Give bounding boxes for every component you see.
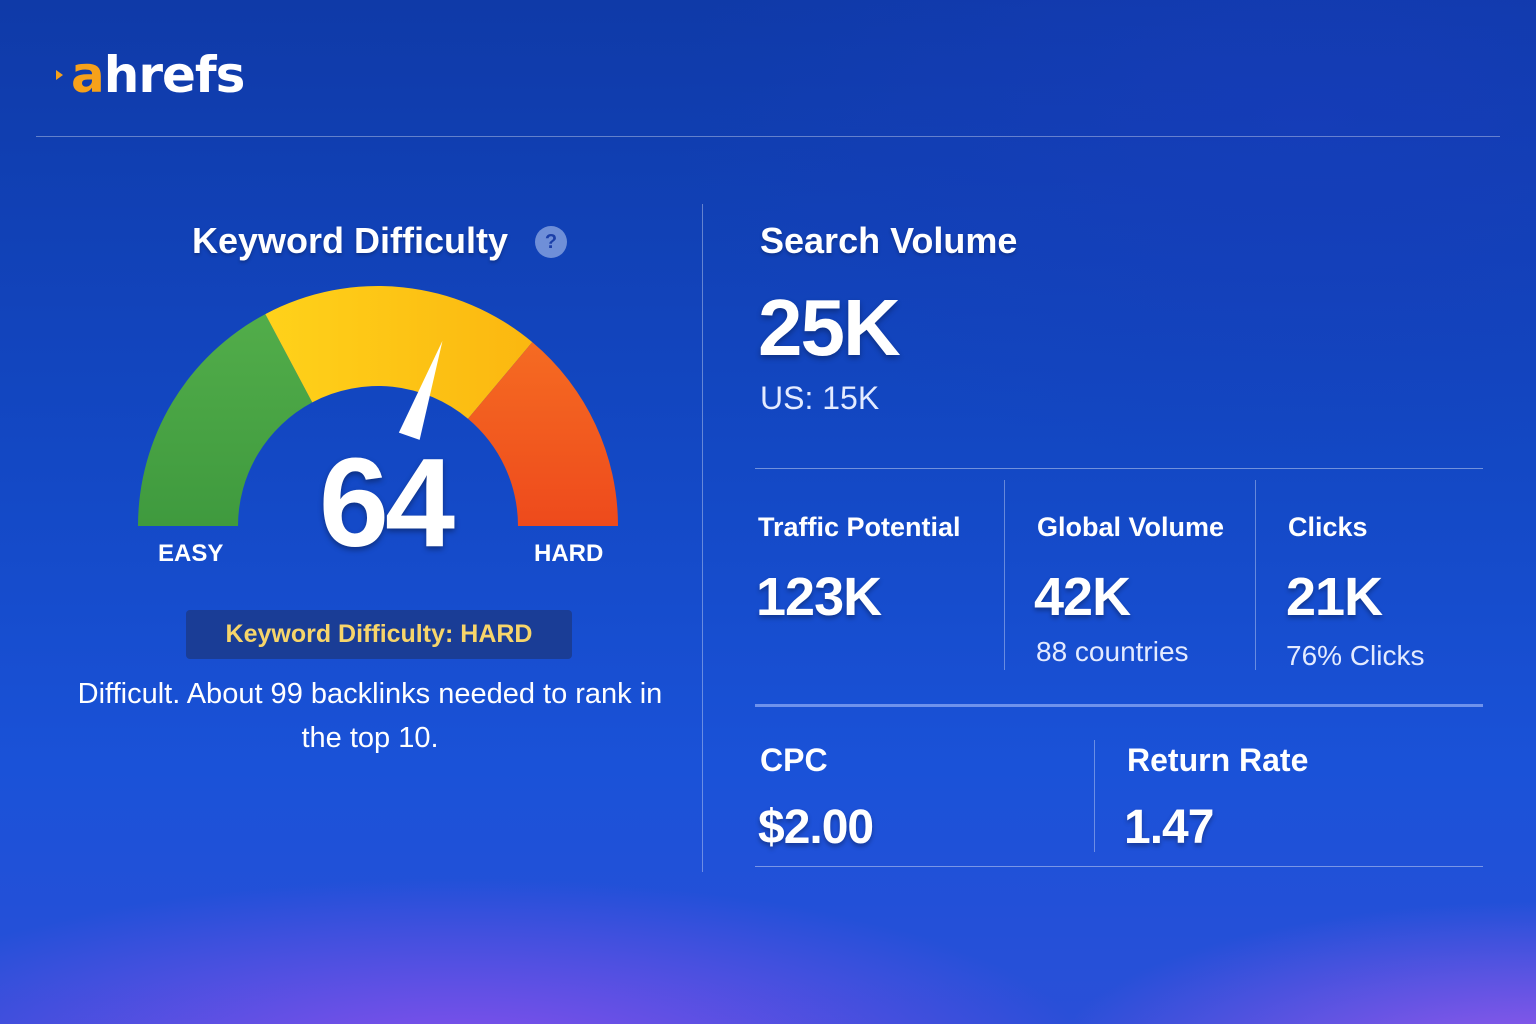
return-rate-label: Return Rate	[1127, 742, 1309, 778]
gauge-medium-zone	[265, 286, 533, 419]
logo-accent-letter: a	[71, 46, 105, 104]
difficulty-level-badge: Keyword Difficulty: HARD	[186, 610, 572, 659]
metrics-divider-middle	[755, 704, 1483, 707]
panel-divider	[702, 204, 703, 872]
badge-level: HARD	[460, 620, 533, 648]
clicks-percentage: 76% Clicks	[1286, 640, 1425, 671]
return-rate-value: 1.47	[1124, 801, 1214, 854]
metrics-divider-top	[755, 468, 1483, 469]
gauge-easy-zone	[138, 314, 313, 526]
badge-prefix: Keyword Difficulty:	[225, 620, 461, 648]
header-divider	[36, 136, 1500, 137]
gauge-needle-pointer	[398, 340, 443, 440]
difficulty-gauge	[138, 286, 618, 526]
search-volume-value: 25K	[758, 283, 901, 372]
metrics-column-divider	[1004, 480, 1005, 670]
metrics-divider-bottom	[755, 866, 1483, 867]
global-volume-label: Global Volume	[1037, 512, 1225, 542]
cpc-label: CPC	[760, 742, 828, 778]
search-volume-label: Search Volume	[760, 220, 1018, 261]
logo-arrow-icon	[56, 70, 63, 80]
gauge-hard-zone	[467, 342, 618, 526]
cpc-value: $2.00	[758, 801, 874, 854]
clicks-label: Clicks	[1288, 512, 1368, 542]
difficulty-score: 64	[318, 432, 455, 573]
help-glyph: ?	[544, 230, 558, 253]
keyword-difficulty-title: Keyword Difficulty	[192, 220, 509, 261]
global-volume-countries: 88 countries	[1036, 636, 1189, 667]
clicks-value: 21K	[1286, 567, 1383, 627]
question-mark-icon[interactable]: ?	[535, 226, 567, 258]
search-volume-us: US: 15K	[760, 380, 880, 416]
traffic-potential-value: 123K	[756, 567, 882, 627]
ahrefs-logo[interactable]: a hrefs	[56, 46, 246, 104]
global-volume-value: 42K	[1034, 567, 1131, 627]
metrics-column-divider	[1255, 480, 1256, 670]
gauge-hard-label: HARD	[534, 540, 604, 567]
traffic-potential-label: Traffic Potential	[758, 512, 961, 542]
logo-wordmark: hrefs	[103, 46, 246, 104]
metrics-column-divider	[1094, 740, 1095, 852]
gauge-easy-label: EASY	[158, 540, 224, 567]
difficulty-description: Difficult. About 99 backlinks needed to …	[77, 678, 663, 754]
